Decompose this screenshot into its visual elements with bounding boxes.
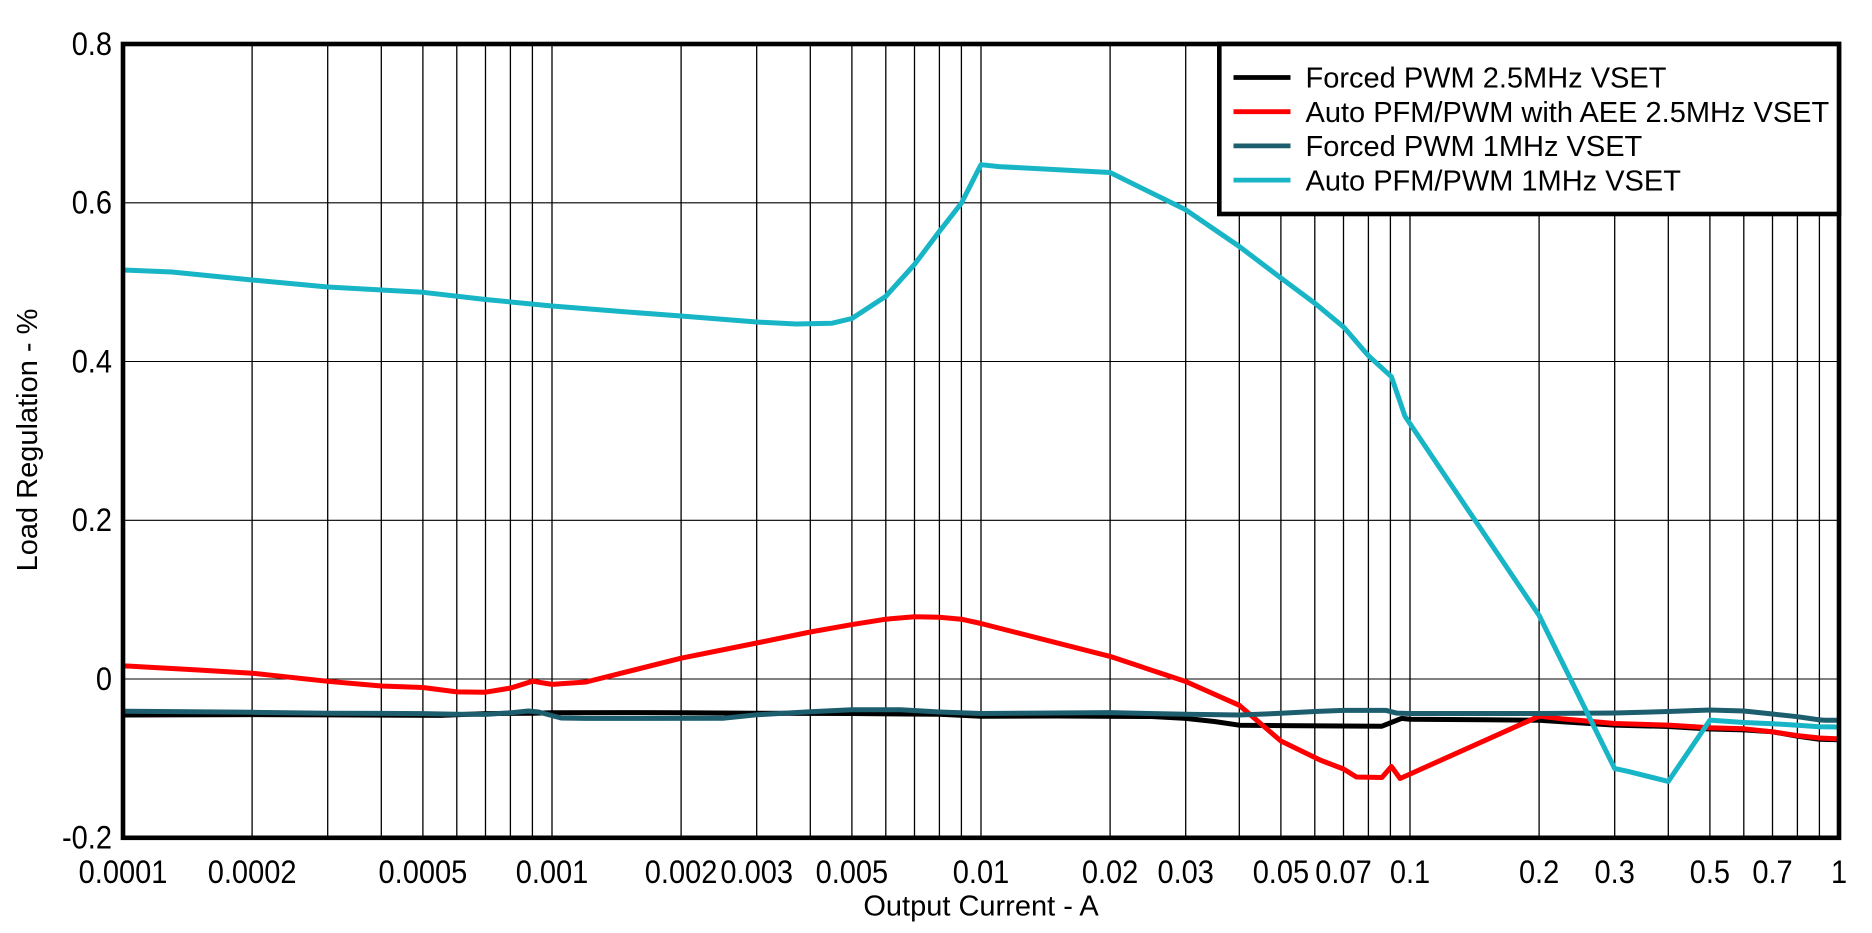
svg-text:Load Regulation - %: Load Regulation - %: [12, 309, 44, 572]
svg-text:0.0001: 0.0001: [79, 854, 168, 890]
svg-text:Output Current - A: Output Current - A: [863, 891, 1099, 923]
svg-text:1: 1: [1831, 854, 1847, 890]
svg-text:0.001: 0.001: [516, 854, 589, 890]
svg-text:0.3: 0.3: [1595, 854, 1635, 890]
svg-text:0.2: 0.2: [72, 502, 112, 538]
svg-text:0.002: 0.002: [645, 854, 718, 890]
svg-text:0.0005: 0.0005: [379, 854, 468, 890]
svg-text:0.5: 0.5: [1690, 854, 1730, 890]
svg-text:0.05: 0.05: [1253, 854, 1309, 890]
svg-text:0.7: 0.7: [1752, 854, 1792, 890]
svg-text:0.005: 0.005: [816, 854, 889, 890]
svg-text:0.4: 0.4: [72, 343, 112, 379]
svg-text:Auto PFM/PWM 1MHz VSET: Auto PFM/PWM 1MHz VSET: [1306, 165, 1682, 197]
svg-text:0.2: 0.2: [1519, 854, 1559, 890]
svg-text:0.003: 0.003: [720, 854, 793, 890]
svg-text:Forced PWM 2.5MHz VSET: Forced PWM 2.5MHz VSET: [1306, 63, 1667, 95]
svg-text:0.8: 0.8: [72, 26, 112, 62]
svg-text:Auto PFM/PWM with AEE 2.5MHz V: Auto PFM/PWM with AEE 2.5MHz VSET: [1306, 97, 1830, 129]
svg-text:0: 0: [96, 661, 112, 697]
svg-text:0.01: 0.01: [953, 854, 1009, 890]
svg-text:0.02: 0.02: [1082, 854, 1138, 890]
svg-text:0.07: 0.07: [1315, 854, 1371, 890]
svg-text:0.1: 0.1: [1390, 854, 1430, 890]
svg-text:Forced PWM 1MHz VSET: Forced PWM 1MHz VSET: [1306, 131, 1643, 163]
svg-text:0.0002: 0.0002: [208, 854, 297, 890]
svg-text:0.03: 0.03: [1158, 854, 1214, 890]
svg-text:0.6: 0.6: [72, 185, 112, 221]
svg-text:-0.2: -0.2: [62, 820, 112, 856]
